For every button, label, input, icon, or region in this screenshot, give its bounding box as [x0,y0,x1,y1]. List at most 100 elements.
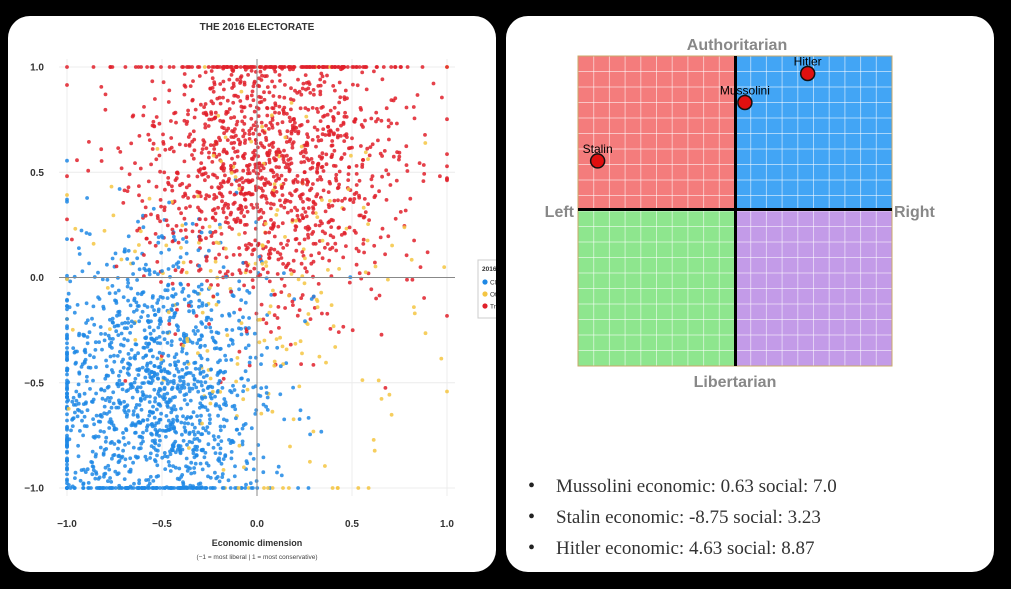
point-tr [293,121,297,125]
point-cl [72,310,77,315]
point-ot [229,171,234,175]
point-cl [168,275,172,279]
point-cl [170,308,174,312]
point-cl [194,448,199,452]
point-cl [188,466,192,471]
point-tr [207,194,212,199]
point-tr [355,65,359,69]
point-cl [116,310,121,314]
point-tr [151,141,156,146]
point-tr [65,83,69,87]
point-tr [318,89,323,94]
point-cl [106,479,110,483]
point-cl [243,346,248,350]
point-tr [326,190,331,195]
point-cl [223,369,228,374]
point-tr [196,168,201,173]
y-tick-label: 1.0 [30,63,44,74]
point-cl [141,225,146,230]
point-ot [283,135,288,140]
point-tr [212,80,217,85]
point-tr [273,185,277,190]
point-tr [386,118,391,123]
point-tr [218,181,223,186]
point-tr [246,167,251,172]
point-cl [79,468,84,472]
point-tr [222,126,226,131]
point-ot [262,486,266,490]
political-compass-chart: Authoritarian Libertarian Left Right Hit… [545,37,936,391]
point-tr [285,111,289,116]
point-ot [147,196,152,201]
point-cl [203,380,208,385]
point-tr [152,124,157,129]
point-cl [243,486,248,490]
point-tr [311,230,316,234]
point-ot [315,215,320,220]
point-tr [177,206,181,211]
point-tr [183,84,188,89]
point-tr [223,65,228,69]
point-cl [78,429,82,433]
point-tr [264,135,268,140]
point-tr [307,82,312,86]
point-tr [337,100,342,105]
point-tr [265,113,270,118]
point-ot [239,321,244,325]
point-cl [229,450,234,454]
point-cl [234,427,239,432]
point-cl [153,458,157,462]
point-cl [199,380,203,384]
point-cl [82,360,87,365]
point-cl [148,456,153,460]
point-cl [237,432,242,436]
point-cl [169,406,174,411]
point-tr [245,209,250,214]
point-cl [210,385,215,390]
point-tr [87,140,91,144]
point-cl [259,362,263,366]
point-tr [243,243,248,248]
point-cl [181,286,186,291]
point-cl [131,412,136,417]
point-tr [263,245,268,249]
point-cl [151,479,156,483]
point-cl [182,421,187,425]
x-tick-label: 0.5 [345,519,359,530]
point-cl [174,430,179,435]
point-tr [161,80,166,85]
point-tr [281,108,285,112]
point-tr [186,108,191,113]
point-tr [357,271,362,276]
point-ot [349,153,353,158]
point-cl [116,288,121,293]
point-tr [270,168,274,173]
point-cl [91,417,95,421]
point-tr [257,209,261,214]
point-tr [232,161,237,166]
point-cl [128,356,133,361]
point-cl [98,413,102,418]
point-tr [276,257,281,262]
point-cl [154,474,159,479]
point-tr [294,126,299,130]
point-cl [147,325,152,330]
point-tr [445,152,449,157]
point-tr [302,160,307,164]
point-tr [228,212,233,217]
point-tr [316,138,321,143]
point-cl [122,405,127,409]
point-cl [156,325,161,330]
point-tr [384,106,389,111]
point-tr [119,166,124,171]
point-tr [325,242,330,246]
point-cl [183,428,188,433]
point-cl [199,413,203,418]
point-tr [370,184,374,189]
point-cl [113,486,118,490]
point-cl [203,343,207,348]
point-tr [146,132,151,137]
point-tr [242,65,247,69]
point-tr [103,92,108,97]
